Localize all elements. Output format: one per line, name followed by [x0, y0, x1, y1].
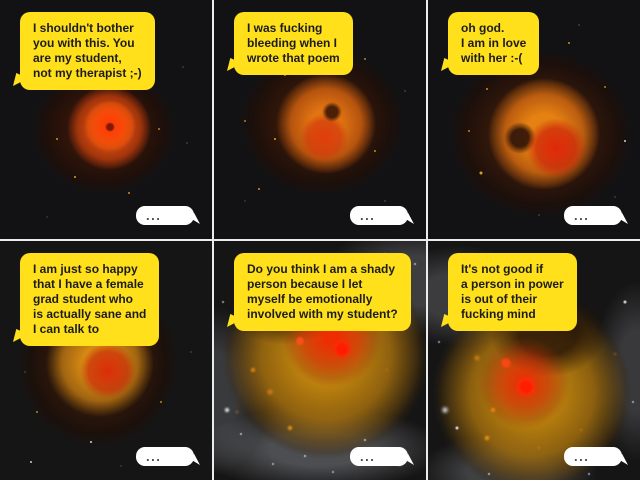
typing-ellipsis: ...: [574, 207, 590, 223]
starfield-white: [214, 0, 216, 2]
starfield-white: [0, 0, 2, 2]
comic-panel-4: I am just so happy that I have a female …: [0, 241, 212, 480]
typing-ellipsis: ...: [360, 207, 376, 223]
reply-bubble: ...: [350, 447, 414, 466]
speech-text: I shouldn't bother you with this. You ar…: [33, 21, 142, 80]
speech-text: oh god. I am in love with her :-(: [461, 21, 527, 65]
reply-bubble: ...: [350, 206, 414, 225]
reply-bubble: ...: [136, 447, 200, 466]
comic-panel-6: It's not good if a person in power is ou…: [428, 241, 640, 480]
speech-bubble: I am just so happy that I have a female …: [13, 253, 160, 346]
starfield-white: [0, 241, 2, 243]
reply-bubble: ...: [136, 206, 200, 225]
typing-ellipsis: ...: [360, 448, 376, 464]
reply-bubble-tail: [615, 454, 628, 465]
speech-text: I am just so happy that I have a female …: [33, 262, 147, 336]
reply-bubble-tail: [187, 213, 200, 224]
starfield-white: [428, 0, 430, 2]
speech-bubble: I shouldn't bother you with this. You ar…: [13, 12, 155, 90]
speech-text: Do you think I am a shady person because…: [247, 262, 398, 321]
reply-bubble-tail: [187, 454, 200, 465]
reply-bubble: ...: [564, 206, 628, 225]
reply-bubble-tail: [401, 454, 414, 465]
comic-panel-5: Do you think I am a shady person because…: [214, 241, 426, 480]
speech-text: I was fucking bleeding when I wrote that…: [247, 21, 340, 65]
reply-bubble: ...: [564, 447, 628, 466]
typing-ellipsis: ...: [146, 448, 162, 464]
starfield-white: [428, 241, 430, 243]
speech-bubble: oh god. I am in love with her :-(: [441, 12, 540, 75]
speech-bubble: It's not good if a person in power is ou…: [441, 253, 577, 331]
starfield-white: [214, 241, 216, 243]
reply-bubble-tail: [401, 213, 414, 224]
speech-bubble: I was fucking bleeding when I wrote that…: [227, 12, 353, 75]
typing-ellipsis: ...: [574, 448, 590, 464]
comic-panel-3: oh god. I am in love with her :-( ...: [428, 0, 640, 239]
comic-panel-1: I shouldn't bother you with this. You ar…: [0, 0, 212, 239]
comic-panel-2: I was fucking bleeding when I wrote that…: [214, 0, 426, 239]
reply-bubble-tail: [615, 213, 628, 224]
speech-text: It's not good if a person in power is ou…: [461, 262, 564, 321]
speech-bubble: Do you think I am a shady person because…: [227, 253, 411, 331]
typing-ellipsis: ...: [146, 207, 162, 223]
